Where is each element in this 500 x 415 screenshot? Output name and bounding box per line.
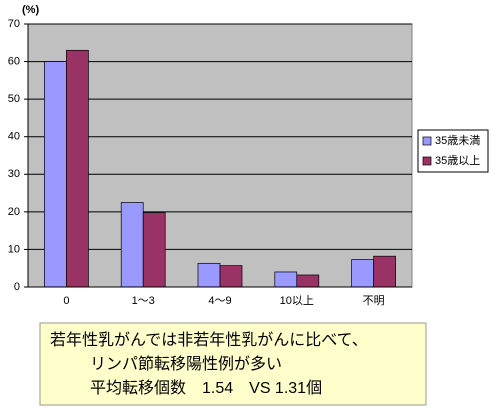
bar	[274, 271, 298, 288]
bar	[44, 61, 67, 288]
bar	[219, 265, 243, 288]
annotation-line: 平均転移個数 1.54 VS 1.31個	[90, 379, 322, 397]
y-unit: (%)	[22, 4, 39, 16]
plot-area	[27, 23, 413, 288]
bar	[197, 262, 221, 288]
y-tick-label: 10	[8, 243, 20, 255]
y-tick-label: 70	[8, 18, 20, 30]
x-tick-label: 4～9	[208, 295, 231, 307]
y-tick-label: 50	[8, 93, 20, 105]
x-tick-label: 1～3	[132, 295, 155, 307]
bar	[373, 255, 396, 288]
x-tick-label: 10以上	[280, 294, 314, 307]
legend-swatch	[422, 156, 432, 166]
x-tick-label: 0	[63, 295, 69, 307]
bar	[142, 212, 166, 288]
bar	[120, 202, 144, 288]
y-tick-label: 0	[14, 281, 20, 293]
y-tick-label: 40	[8, 131, 20, 143]
annotation-line: リンパ節転移陽性例が多い	[90, 355, 282, 373]
legend-swatch	[422, 136, 432, 146]
legend-label: 35歳以上	[435, 154, 480, 167]
annotation-line: 若年性乳がんでは非若年性乳がんに比べて、	[50, 331, 368, 349]
bar	[351, 259, 374, 288]
x-tick-label: 不明	[363, 294, 385, 307]
legend-label: 35歳未満	[435, 134, 480, 147]
bar	[296, 274, 320, 288]
annotation-box	[39, 322, 427, 406]
y-tick-label: 30	[8, 168, 20, 180]
bar	[66, 49, 89, 288]
y-tick-label: 60	[8, 55, 20, 67]
y-tick-label: 20	[8, 206, 20, 218]
